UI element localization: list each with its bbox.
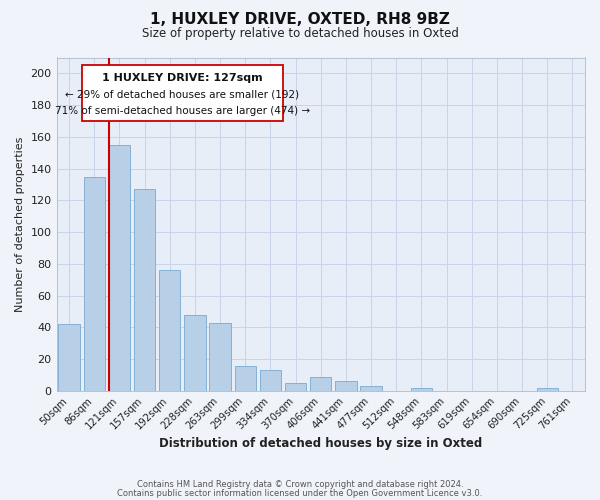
- Text: Size of property relative to detached houses in Oxted: Size of property relative to detached ho…: [142, 28, 458, 40]
- FancyBboxPatch shape: [82, 66, 283, 121]
- Bar: [209, 322, 231, 391]
- Bar: [335, 382, 356, 391]
- Text: 71% of semi-detached houses are larger (474) →: 71% of semi-detached houses are larger (…: [55, 106, 310, 116]
- Bar: [260, 370, 281, 391]
- Bar: [159, 270, 181, 391]
- Text: Contains HM Land Registry data © Crown copyright and database right 2024.: Contains HM Land Registry data © Crown c…: [137, 480, 463, 489]
- Text: 1, HUXLEY DRIVE, OXTED, RH8 9BZ: 1, HUXLEY DRIVE, OXTED, RH8 9BZ: [150, 12, 450, 28]
- Bar: [411, 388, 432, 391]
- Bar: [184, 314, 206, 391]
- Text: ← 29% of detached houses are smaller (192): ← 29% of detached houses are smaller (19…: [65, 90, 299, 100]
- Bar: [310, 376, 331, 391]
- Text: Contains public sector information licensed under the Open Government Licence v3: Contains public sector information licen…: [118, 489, 482, 498]
- Text: 1 HUXLEY DRIVE: 127sqm: 1 HUXLEY DRIVE: 127sqm: [102, 72, 263, 83]
- Bar: [235, 366, 256, 391]
- Bar: [109, 145, 130, 391]
- Y-axis label: Number of detached properties: Number of detached properties: [15, 136, 25, 312]
- Bar: [83, 176, 105, 391]
- X-axis label: Distribution of detached houses by size in Oxted: Distribution of detached houses by size …: [159, 437, 482, 450]
- Bar: [58, 324, 80, 391]
- Bar: [361, 386, 382, 391]
- Bar: [134, 190, 155, 391]
- Bar: [285, 383, 307, 391]
- Bar: [536, 388, 558, 391]
